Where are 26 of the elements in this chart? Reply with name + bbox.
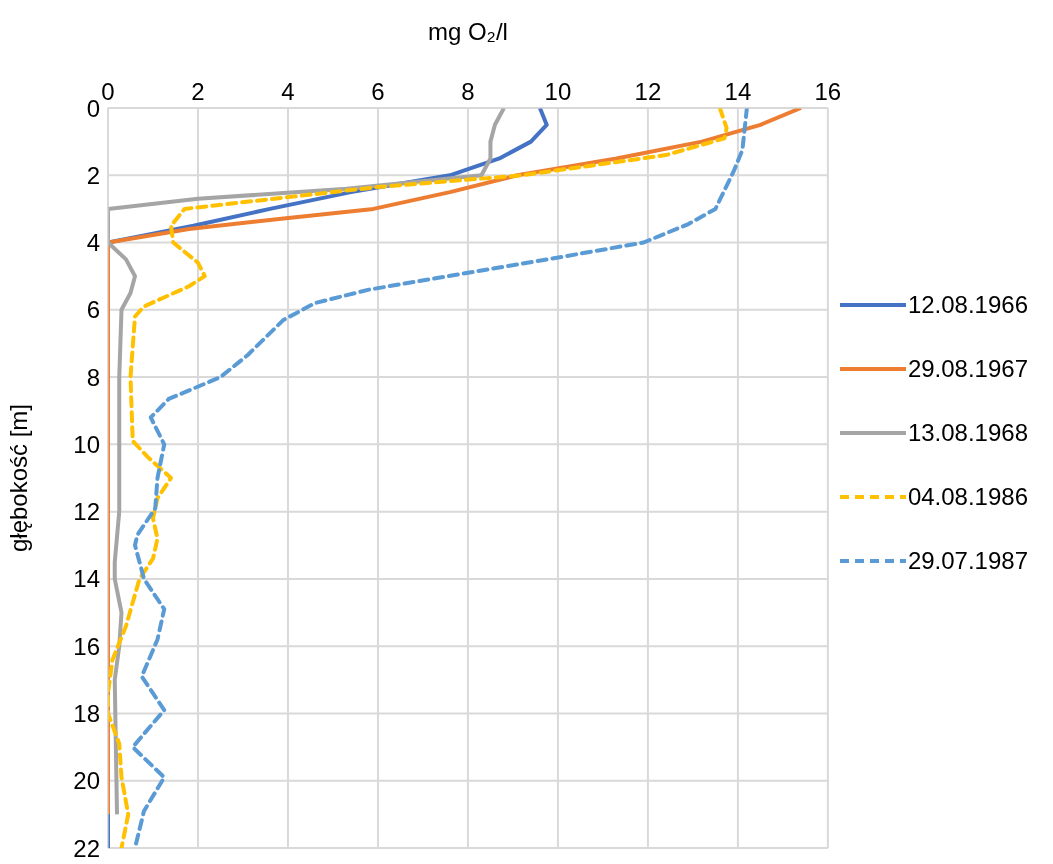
legend-label: 12.08.1966 — [907, 291, 1028, 319]
legend-label: 13.08.1968 — [907, 419, 1028, 447]
x-tick-label: 10 — [544, 78, 572, 105]
y-tick-label: 2 — [86, 161, 100, 189]
y-tick-label: 20 — [73, 767, 100, 795]
y-tick-label: 16 — [73, 632, 100, 660]
y-tick-label: 14 — [73, 565, 100, 593]
y-tick-label: 6 — [86, 296, 100, 324]
x-tick-label: 14 — [724, 78, 752, 105]
legend-label: 29.07.1987 — [907, 547, 1028, 575]
x-tick-label: 8 — [461, 78, 475, 105]
x-axis-title: mg O₂/l — [427, 18, 508, 46]
x-tick-label: 16 — [814, 78, 842, 105]
y-tick-label: 10 — [73, 430, 100, 458]
y-tick-label: 18 — [73, 699, 100, 727]
x-tick-label: 2 — [191, 78, 205, 105]
y-tick-label: 8 — [86, 363, 100, 391]
y-tick-label: 12 — [73, 498, 100, 526]
legend-label: 04.08.1986 — [907, 483, 1028, 511]
x-tick-label: 6 — [371, 78, 385, 105]
x-tick-label: 12 — [634, 78, 662, 105]
x-tick-label: 4 — [281, 78, 295, 105]
y-tick-label: 22 — [73, 834, 100, 862]
y-tick-label: 4 — [86, 229, 100, 257]
legend-label: 29.08.1967 — [907, 355, 1028, 383]
y-axis-title: głębokość [m] — [4, 403, 32, 553]
